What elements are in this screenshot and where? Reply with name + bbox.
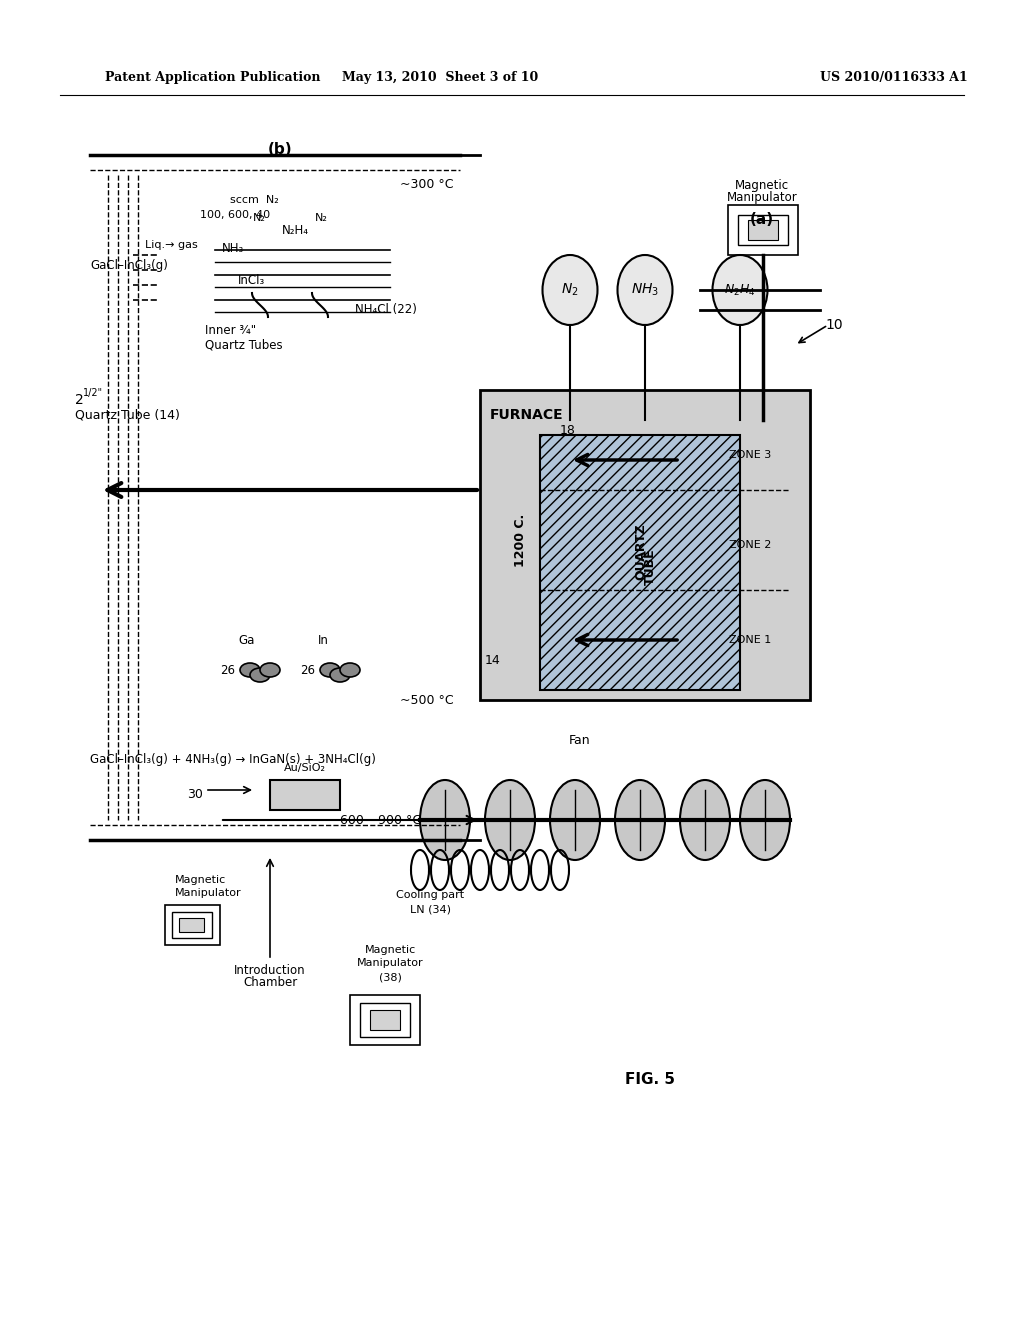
Ellipse shape bbox=[420, 780, 470, 861]
Text: Manipulator: Manipulator bbox=[727, 191, 798, 205]
Text: TUBE: TUBE bbox=[643, 549, 656, 585]
Bar bbox=[165, 906, 220, 945]
Text: 26: 26 bbox=[300, 664, 315, 676]
Bar bbox=[540, 436, 740, 690]
Text: Manipulator: Manipulator bbox=[175, 888, 242, 898]
Text: sccm  N₂: sccm N₂ bbox=[230, 195, 279, 205]
Text: Au/SiO₂: Au/SiO₂ bbox=[284, 763, 326, 774]
Ellipse shape bbox=[330, 668, 350, 682]
Text: N$_2$H$_4$: N$_2$H$_4$ bbox=[724, 282, 756, 297]
Text: LN (34): LN (34) bbox=[410, 906, 451, 915]
Ellipse shape bbox=[340, 663, 360, 677]
Ellipse shape bbox=[617, 255, 673, 325]
Bar bbox=[738, 215, 788, 246]
Bar bbox=[480, 389, 810, 700]
Text: Fan: Fan bbox=[569, 734, 591, 747]
Text: 1/2": 1/2" bbox=[83, 388, 103, 399]
Ellipse shape bbox=[550, 780, 600, 861]
Text: ~300 °C: ~300 °C bbox=[400, 178, 454, 191]
Text: GaCl–InCl₃(g) + 4NH₃(g) → InGaN(s) + 3NH₄Cl(g): GaCl–InCl₃(g) + 4NH₃(g) → InGaN(s) + 3NH… bbox=[90, 754, 376, 767]
Ellipse shape bbox=[713, 255, 768, 325]
Ellipse shape bbox=[240, 663, 260, 677]
Bar bbox=[350, 995, 420, 1045]
Text: Chamber: Chamber bbox=[243, 977, 297, 990]
Text: 14: 14 bbox=[485, 653, 501, 667]
Text: 26: 26 bbox=[220, 664, 234, 676]
Ellipse shape bbox=[319, 663, 340, 677]
Text: Liq.→ gas: Liq.→ gas bbox=[145, 240, 198, 249]
Text: N₂H₄: N₂H₄ bbox=[282, 223, 309, 236]
Ellipse shape bbox=[740, 780, 790, 861]
Text: Patent Application Publication: Patent Application Publication bbox=[105, 71, 321, 84]
Text: NH$_3$: NH$_3$ bbox=[631, 281, 659, 298]
Text: NH₃: NH₃ bbox=[222, 242, 245, 255]
Text: 18: 18 bbox=[560, 424, 575, 437]
Ellipse shape bbox=[615, 780, 665, 861]
Bar bbox=[748, 220, 778, 240]
Text: Quartz Tubes: Quartz Tubes bbox=[205, 338, 283, 351]
Text: ZONE 1: ZONE 1 bbox=[729, 635, 771, 645]
Text: GaCl–InCl₃(g): GaCl–InCl₃(g) bbox=[90, 259, 168, 272]
Text: Ga: Ga bbox=[238, 634, 254, 647]
Bar bbox=[728, 205, 798, 255]
Text: NH₄Cl (22): NH₄Cl (22) bbox=[355, 304, 417, 317]
Text: N₂: N₂ bbox=[253, 213, 266, 223]
Text: 30: 30 bbox=[187, 788, 203, 801]
Bar bbox=[172, 912, 212, 939]
Text: 600 – 900 °C: 600 – 900 °C bbox=[340, 813, 421, 826]
Text: InCl₃: InCl₃ bbox=[238, 273, 265, 286]
Text: ZONE 2: ZONE 2 bbox=[729, 540, 771, 550]
Text: In: In bbox=[318, 634, 329, 647]
Text: US 2010/0116333 A1: US 2010/0116333 A1 bbox=[820, 71, 968, 84]
Ellipse shape bbox=[485, 780, 535, 861]
Bar bbox=[370, 1010, 400, 1030]
Bar bbox=[360, 1003, 410, 1038]
Text: 100, 600, 40: 100, 600, 40 bbox=[200, 210, 270, 220]
Text: FIG. 5: FIG. 5 bbox=[625, 1072, 675, 1088]
Text: Magnetic: Magnetic bbox=[175, 875, 226, 884]
Text: Introduction: Introduction bbox=[234, 964, 306, 977]
Text: (38): (38) bbox=[379, 973, 401, 983]
Text: 1200 C.: 1200 C. bbox=[513, 513, 526, 566]
Text: Magnetic: Magnetic bbox=[365, 945, 416, 954]
Ellipse shape bbox=[543, 255, 597, 325]
Bar bbox=[270, 780, 340, 810]
Text: 2: 2 bbox=[75, 393, 84, 407]
Text: ~500 °C: ~500 °C bbox=[400, 693, 454, 706]
Text: QUARTZ: QUARTZ bbox=[634, 524, 646, 581]
Text: (b): (b) bbox=[267, 143, 292, 157]
Text: N₂: N₂ bbox=[315, 213, 328, 223]
Text: Inner ¾": Inner ¾" bbox=[205, 323, 256, 337]
Text: Manipulator: Manipulator bbox=[356, 958, 423, 968]
Ellipse shape bbox=[250, 668, 270, 682]
Text: Magnetic: Magnetic bbox=[735, 178, 790, 191]
Text: (a): (a) bbox=[750, 213, 774, 227]
Text: N$_2$: N$_2$ bbox=[561, 281, 579, 298]
Ellipse shape bbox=[680, 780, 730, 861]
Text: Quartz Tube (14): Quartz Tube (14) bbox=[75, 408, 180, 421]
Text: Cooling part: Cooling part bbox=[396, 890, 464, 900]
Text: FURNACE: FURNACE bbox=[490, 408, 563, 422]
Text: 10: 10 bbox=[825, 318, 843, 333]
Text: ZONE 3: ZONE 3 bbox=[729, 450, 771, 459]
Bar bbox=[179, 917, 204, 932]
Text: May 13, 2010  Sheet 3 of 10: May 13, 2010 Sheet 3 of 10 bbox=[342, 71, 539, 84]
Ellipse shape bbox=[260, 663, 280, 677]
